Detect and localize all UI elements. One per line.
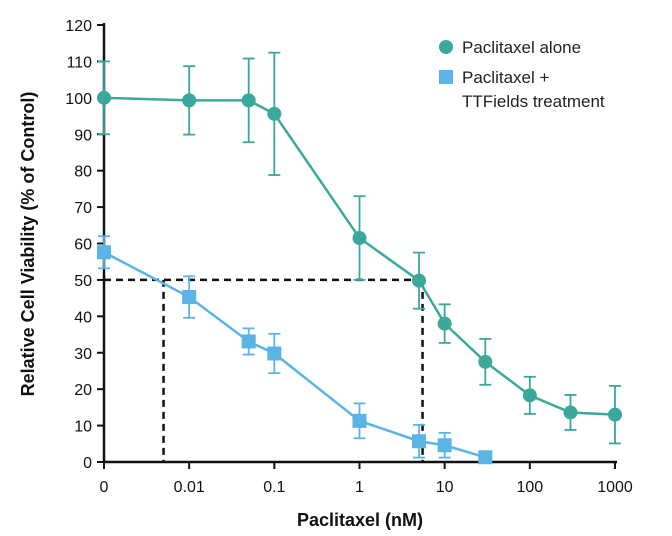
y-tick-label-90: 90 xyxy=(74,127,92,144)
legend-marker-paclitaxel-alone xyxy=(439,40,453,54)
x-tick-label-1: 1 xyxy=(355,479,364,496)
reference-lines-layer xyxy=(104,278,424,462)
y-tick-label-30: 30 xyxy=(74,346,92,363)
data-point-1-1 xyxy=(182,290,197,305)
series-line-1 xyxy=(103,251,486,459)
y-tick-label-70: 70 xyxy=(74,200,92,217)
data-point-0-9 xyxy=(563,405,578,420)
y-tick-label-120: 120 xyxy=(65,18,92,35)
y-tick-label-110: 110 xyxy=(66,54,92,71)
legend-label-paclitaxel-alone: Paclitaxel alone xyxy=(462,38,581,57)
x-tick-label-0: 0 xyxy=(100,479,109,496)
x-tick-label-0.01: 0.01 xyxy=(174,479,205,496)
data-point-1-2 xyxy=(241,334,256,349)
y-tick-label-40: 40 xyxy=(74,309,92,326)
data-point-0-0 xyxy=(97,90,111,105)
data-point-0-1 xyxy=(182,93,197,108)
data-point-1-5 xyxy=(412,434,427,449)
legend-label-paclitaxel-ttfields-line1: Paclitaxel + xyxy=(462,68,549,87)
data-point-0-4 xyxy=(352,231,367,246)
data-point-1-7 xyxy=(478,450,493,465)
data-point-1-3 xyxy=(267,346,282,361)
data-point-1-4 xyxy=(352,413,367,428)
data-point-1-6 xyxy=(437,438,452,453)
data-point-1-0 xyxy=(97,245,111,260)
data-point-0-8 xyxy=(522,388,537,403)
data-point-0-6 xyxy=(437,316,452,331)
y-tick-label-100: 100 xyxy=(65,91,92,108)
data-point-0-5 xyxy=(412,273,427,288)
data-point-0-7 xyxy=(478,354,493,369)
series-layer xyxy=(97,51,622,465)
legend: Paclitaxel alone Paclitaxel + TTFields t… xyxy=(439,38,605,111)
x-tick-label-100: 100 xyxy=(516,479,543,496)
y-axis-title: Relative Cell Viability (% of Control) xyxy=(18,92,38,397)
legend-marker-paclitaxel-ttfields xyxy=(439,70,453,84)
y-tick-label-10: 10 xyxy=(74,419,92,436)
y-tick-label-0: 0 xyxy=(83,455,92,472)
y-tick-label-50: 50 xyxy=(74,273,92,290)
y-tick-label-60: 60 xyxy=(74,237,92,254)
y-tick-label-80: 80 xyxy=(74,164,92,181)
x-tick-label-0.1: 0.1 xyxy=(263,479,285,496)
data-point-0-2 xyxy=(241,93,256,108)
x-tick-label-1000: 1000 xyxy=(597,479,633,496)
series-0 xyxy=(97,51,622,445)
legend-label-paclitaxel-ttfields-line2: TTFields treatment xyxy=(462,92,605,111)
x-tick-label-10: 10 xyxy=(436,479,454,496)
x-axis-title: Paclitaxel (nM) xyxy=(297,510,423,530)
series-1 xyxy=(97,235,493,465)
data-point-0-3 xyxy=(267,106,282,121)
y-tick-label-20: 20 xyxy=(74,382,92,399)
data-point-0-10 xyxy=(608,407,622,422)
